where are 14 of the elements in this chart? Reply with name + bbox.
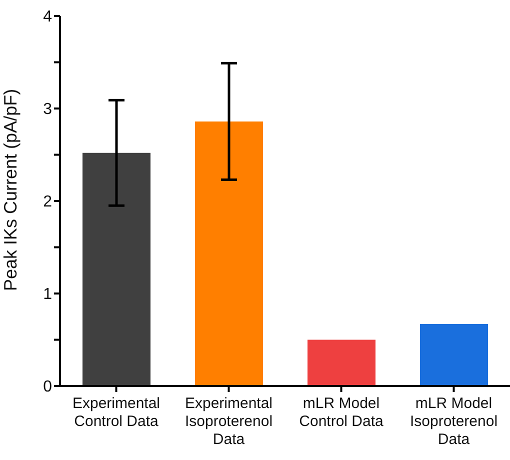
bar	[308, 340, 376, 386]
y-tick-label: 4	[43, 8, 52, 26]
y-tick-label: 0	[43, 378, 52, 396]
y-tick-label: 2	[43, 194, 52, 211]
y-tick-label: 1	[43, 286, 52, 304]
bar	[420, 324, 488, 386]
y-tick-label: 3	[43, 101, 52, 118]
bar	[195, 121, 263, 386]
x-tick-label: mLR Model Isoproterenol Data	[410, 395, 498, 448]
x-tick-label: Experimental Control Data	[72, 395, 160, 430]
y-axis-title: Peak IKs Current (pA/pF)	[0, 88, 20, 291]
x-tick-label: mLR Model Control Data	[299, 395, 384, 430]
bar	[82, 152, 150, 386]
x-tick-label: Experimental Isoproterenol Data	[184, 395, 273, 448]
